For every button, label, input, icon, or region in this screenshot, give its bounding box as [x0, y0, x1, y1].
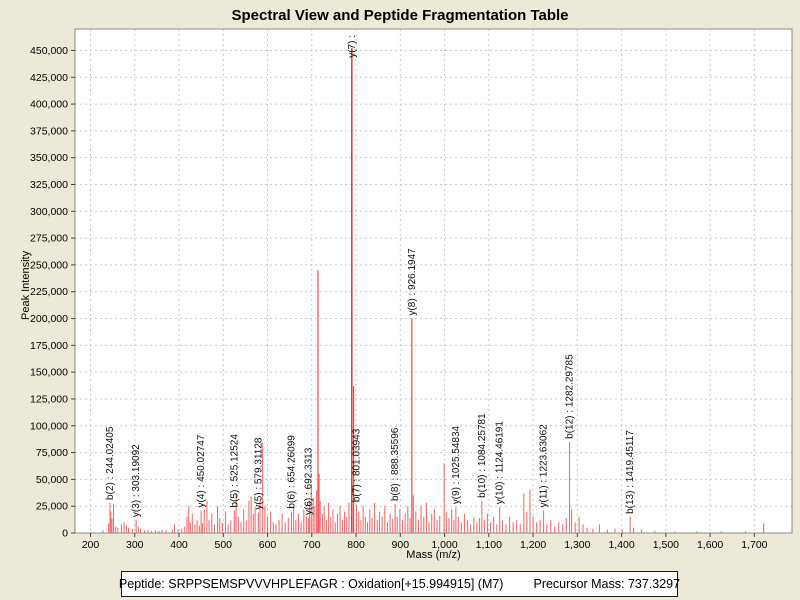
- peak-annotation: b(7) : 801.03943: [352, 428, 363, 502]
- x-tick-label: 200: [82, 539, 100, 551]
- y-tick-label: 100,000: [30, 420, 68, 432]
- y-tick-label: 0: [62, 528, 68, 540]
- y-axis-title: Peak Intensity: [20, 250, 32, 320]
- y-tick-label: 325,000: [30, 179, 68, 191]
- peak-annotation: y(7) :: [347, 35, 358, 58]
- y-tick-label: 425,000: [30, 72, 68, 84]
- peaks: [102, 48, 765, 533]
- x-tick-label: 1,600: [697, 539, 723, 551]
- x-tick-label: 1,400: [608, 539, 634, 551]
- peak-annotation: y(6) : 692.3313: [303, 447, 314, 515]
- peak-annotation: y(8) : 926.1947: [407, 248, 418, 316]
- peak-annotation: b(10) : 1084.25781: [477, 413, 488, 498]
- x-tick-label: 1,300: [564, 539, 590, 551]
- x-tick-label: 1,000: [431, 539, 457, 551]
- y-tick-label: 450,000: [30, 45, 68, 57]
- peak-annotation: b(12) : 1282.29785: [565, 354, 576, 439]
- info-bar: Peptide: SRPPSEMSPVVVHPLEFAGR : Oxidatio…: [118, 571, 681, 597]
- chart-title: Spectral View and Peptide Fragmentation …: [231, 7, 569, 24]
- plot-area: [75, 29, 792, 533]
- plot-frame: [74, 28, 793, 534]
- y-tick-label: 400,000: [30, 99, 68, 111]
- y-tick-label: 200,000: [30, 313, 68, 325]
- y-tick-label: 300,000: [30, 206, 68, 218]
- y-tick-label: 250,000: [30, 259, 68, 271]
- precursor-info: Precursor Mass: 737.3297: [533, 577, 681, 591]
- peak-annotation: b(8) : 888.35596: [390, 427, 401, 501]
- x-tick-label: 1,200: [520, 539, 546, 551]
- y-tick-label: 350,000: [30, 152, 68, 164]
- x-axis-title: Mass (m/z): [406, 549, 461, 561]
- x-tick-label: 1,100: [476, 539, 502, 551]
- peak-annotation: b(5) : 525.12524: [229, 434, 240, 508]
- peak-annotation: y(9) : 1025.54834: [451, 425, 462, 504]
- spectrum-plot: b(2) : 244.02405 y(3) : 303.19092 y(4) : 4…: [30, 28, 793, 551]
- x-tick-label: 1,700: [741, 539, 767, 551]
- y-tick-label: 225,000: [30, 286, 68, 298]
- peak-annotation: b(2) : 244.02405: [105, 426, 116, 500]
- x-tick-label: 900: [392, 539, 410, 551]
- peak-annotation: y(5) : 579.31128: [253, 437, 264, 510]
- x-tick-label: 1,500: [653, 539, 679, 551]
- y-tick-label: 275,000: [30, 233, 68, 245]
- peak-annotation: b(13) : 1419.45117: [625, 430, 636, 514]
- peak-annotations: b(2) : 244.02405 y(3) : 303.19092 y(4) : 4…: [105, 35, 636, 517]
- x-tick-label: 400: [170, 539, 188, 551]
- peak-annotation: y(4) : 450.02747: [196, 434, 207, 507]
- x-tick-label: 500: [215, 539, 233, 551]
- y-tick-label: 150,000: [30, 367, 68, 379]
- y-tick-label: 125,000: [30, 393, 68, 405]
- peak-annotation: y(3) : 303.19092: [131, 444, 142, 517]
- axis-ticks-and-labels: 200 300 400 500 600 700 800 900 1,000 1,100 1,200 1…: [30, 45, 768, 551]
- peptide-info: Peptide: SRPPSEMSPVVVHPLEFAGR : Oxidatio…: [118, 577, 504, 591]
- x-tick-label: 300: [126, 539, 144, 551]
- y-tick-label: 50,000: [36, 474, 68, 486]
- y-tick-label: 175,000: [30, 340, 68, 352]
- y-tick-label: 25,000: [36, 501, 68, 513]
- x-tick-label: 700: [303, 539, 321, 551]
- y-tick-label: 375,000: [30, 125, 68, 137]
- peak-annotation: y(11) : 1223.63062: [539, 424, 550, 508]
- peak-annotation: b(6) : 654.26099: [287, 435, 298, 509]
- peak-annotation: y(10) : 1124.46191: [495, 421, 506, 505]
- grid-lines: [75, 29, 792, 533]
- y-tick-label: 75,000: [36, 447, 68, 459]
- x-tick-label: 800: [347, 539, 365, 551]
- x-tick-label: 600: [259, 539, 277, 551]
